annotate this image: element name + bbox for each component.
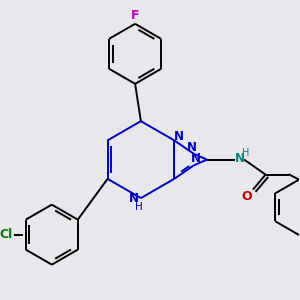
Text: N: N bbox=[235, 152, 244, 165]
Text: F: F bbox=[131, 9, 140, 22]
Text: N: N bbox=[129, 192, 139, 205]
Text: Cl: Cl bbox=[0, 228, 12, 241]
Text: H: H bbox=[135, 202, 143, 212]
Text: N: N bbox=[191, 152, 201, 165]
Text: N: N bbox=[174, 130, 184, 143]
Text: N: N bbox=[187, 141, 197, 154]
Text: H: H bbox=[242, 148, 250, 158]
Text: O: O bbox=[241, 190, 252, 203]
